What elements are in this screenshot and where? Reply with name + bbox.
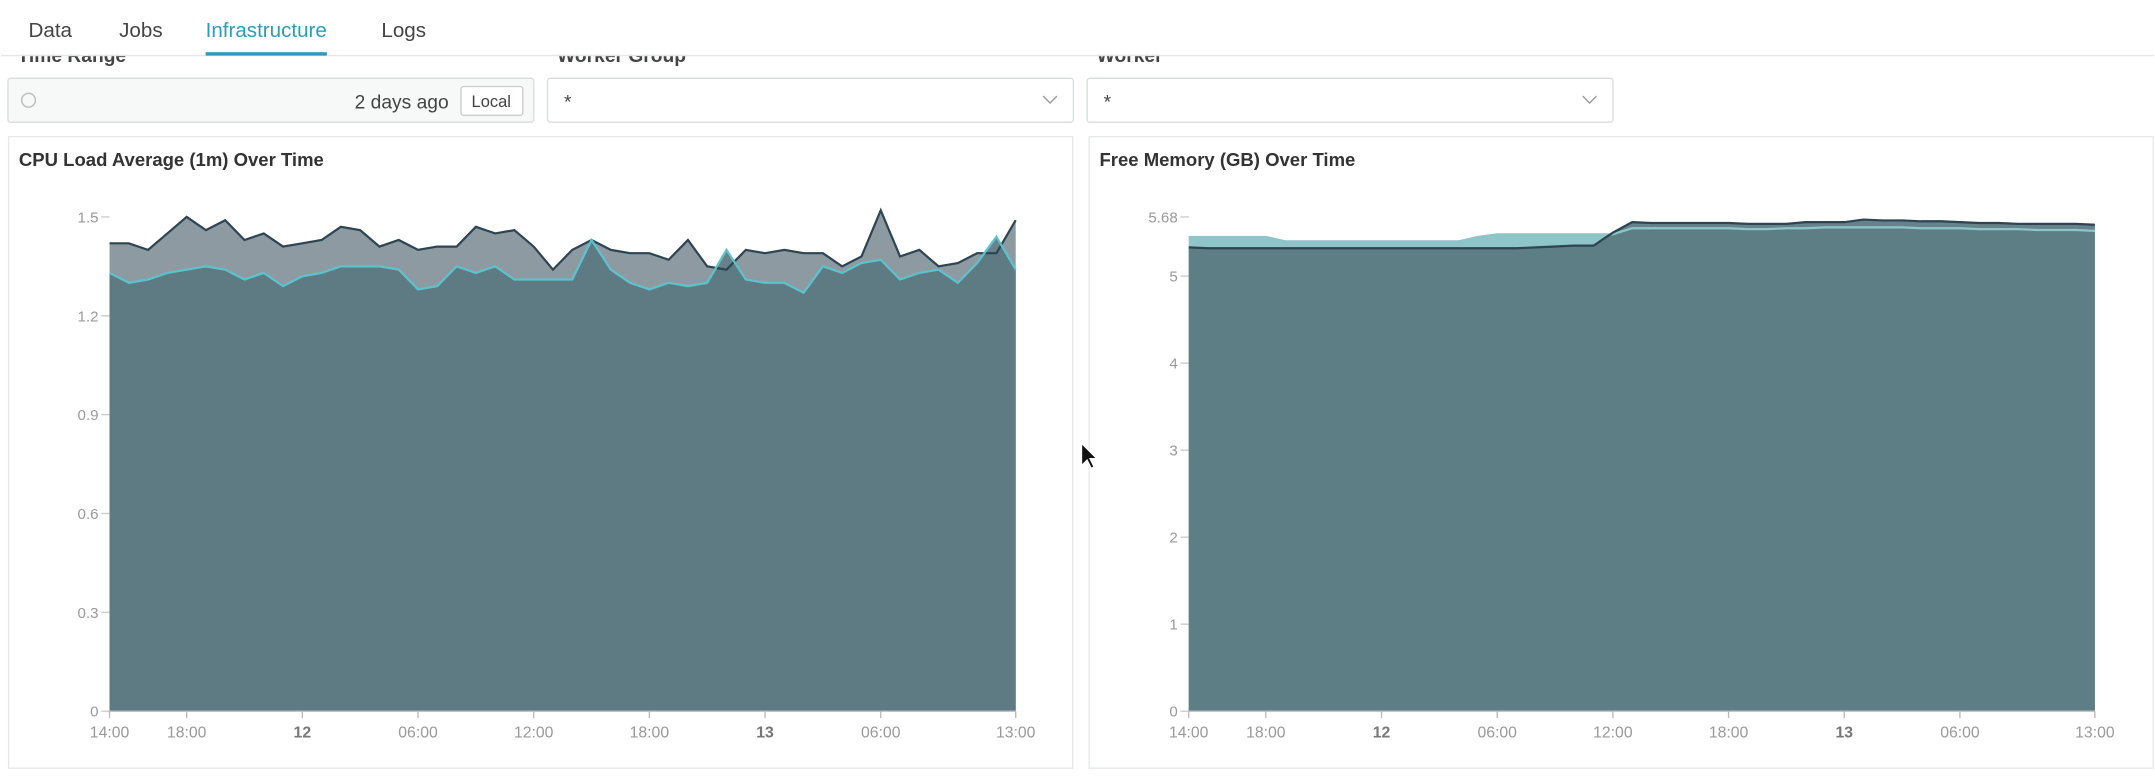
- x-tick-label: 06:00: [398, 724, 438, 741]
- x-tick-label: 13:00: [996, 724, 1036, 741]
- y-tick-label: 2: [1169, 530, 1177, 547]
- y-tick-label: 1.2: [78, 308, 99, 325]
- nav-tab[interactable]: Data: [29, 19, 73, 42]
- y-tick-label: 0: [90, 704, 98, 721]
- x-tick-label: 06:00: [861, 724, 901, 741]
- y-tick-label: 5: [1169, 269, 1177, 286]
- y-tick-label: 1: [1169, 617, 1177, 634]
- clock-icon: [20, 92, 37, 108]
- dropdown-chevron: [1042, 95, 1058, 104]
- x-tick-label: 14:00: [90, 724, 130, 741]
- series-line: [109, 207, 1017, 272]
- y-tick-label: 0.9: [78, 407, 99, 424]
- chart-title: Free Memory (GB) Over Time: [1099, 149, 1355, 170]
- filter-value: *: [564, 92, 572, 113]
- filter-value: *: [1104, 92, 1112, 113]
- x-tick-label: 13:00: [2075, 724, 2115, 741]
- x-tick-label: 13: [756, 724, 774, 741]
- dropdown-chevron: [1582, 95, 1597, 104]
- cursor: [1081, 442, 1099, 469]
- y-tick-label: 0.3: [78, 605, 99, 622]
- series-area: [109, 236, 1016, 712]
- filter-input[interactable]: [1086, 77, 1614, 123]
- filter-input[interactable]: [546, 77, 1075, 123]
- x-tick-label: 06:00: [1940, 724, 1980, 741]
- y-tick-label: 4: [1169, 356, 1177, 373]
- x-tick-label: 18:00: [1709, 724, 1749, 741]
- active-tab-underline: [205, 52, 327, 56]
- local-button[interactable]: [460, 85, 524, 117]
- chart-title: CPU Load Average (1m) Over Time: [19, 149, 324, 170]
- x-tick-label: 14:00: [1169, 724, 1209, 741]
- x-tick-label: 13: [1835, 724, 1853, 741]
- series-line: [109, 234, 1017, 295]
- x-tick-label: 12: [294, 724, 312, 741]
- local-button-text: Local: [472, 93, 511, 111]
- nav-tab[interactable]: Infrastructure: [206, 19, 327, 42]
- x-tick-label: 18:00: [167, 724, 207, 741]
- x-tick-label: 06:00: [1477, 724, 1517, 741]
- x-tick-label: 12:00: [1593, 724, 1633, 741]
- x-tick-label: 12: [1373, 724, 1391, 741]
- y-tick-label: 0.6: [78, 506, 99, 523]
- y-tick-label: 5.68: [1148, 209, 1177, 226]
- y-tick-label: 1.5: [78, 209, 99, 226]
- filter-value: 2 days ago: [355, 92, 449, 113]
- nav-tab[interactable]: Jobs: [119, 19, 162, 42]
- series-line: [1188, 218, 2095, 250]
- nav-bar: [1, 0, 2154, 55]
- y-tick-label: 3: [1169, 443, 1177, 460]
- x-tick-label: 18:00: [1246, 724, 1286, 741]
- filter-input[interactable]: [7, 77, 535, 123]
- x-tick-label: 18:00: [630, 724, 670, 741]
- nav-tab[interactable]: Logs: [381, 19, 426, 42]
- x-tick-label: 12:00: [514, 724, 554, 741]
- series-line: [1188, 226, 2095, 243]
- y-tick-label: 0: [1169, 704, 1177, 721]
- series-area: [1188, 219, 2095, 712]
